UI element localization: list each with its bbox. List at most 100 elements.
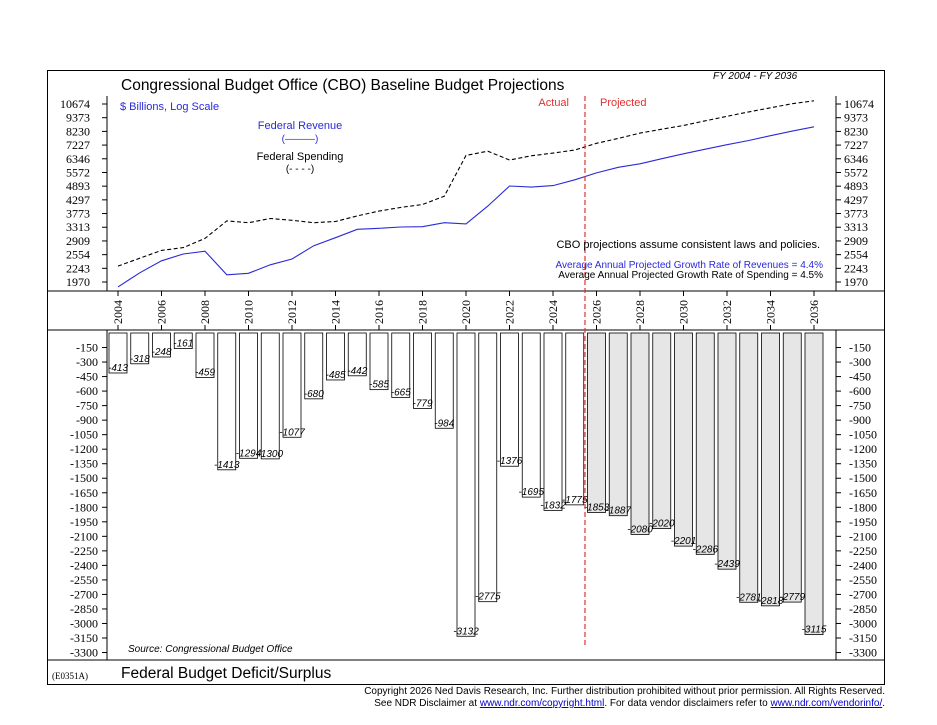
deficit-bar <box>674 332 693 547</box>
deficit-bar <box>282 332 302 438</box>
chart-frame <box>47 70 885 685</box>
top-ytick-label-right: 3313 <box>844 220 868 234</box>
top-ytick-label-right: 9373 <box>844 111 868 125</box>
bottom-ytick-label-right: -450 <box>849 370 871 384</box>
deficit-bar-label: -1376 <box>497 456 523 467</box>
chart-code: (E0351A) <box>52 671 88 681</box>
top-ytick-label-right: 10674 <box>844 97 874 111</box>
x-tick-label: 2022 <box>503 300 517 324</box>
x-tick-label: 2024 <box>546 300 560 324</box>
top-ytick-label-right: 2909 <box>844 234 868 248</box>
top-ytick-label-left: 2909 <box>66 234 90 248</box>
x-tick-label: 2010 <box>242 300 256 324</box>
bottom-ytick-label-right: -1500 <box>849 471 877 485</box>
deficit-bar-label: -2439 <box>714 559 740 570</box>
legend-revenue-label: Federal Revenue <box>258 120 342 132</box>
top-ytick-label-left: 2243 <box>66 261 90 275</box>
spending-growth-note: Average Annual Projected Growth Rate of … <box>558 270 823 281</box>
bottom-ytick-label-right: -900 <box>849 413 871 427</box>
top-ytick-label-left: 5572 <box>66 165 90 179</box>
deficit-bar-label: -2818 <box>758 596 784 607</box>
deficit-bar-label: -1413 <box>214 460 240 471</box>
deficit-bar-label: -680 <box>304 389 324 400</box>
bottom-ytick-label-left: -2400 <box>70 558 98 572</box>
x-tick-label: 2012 <box>285 300 299 324</box>
bottom-ytick-label-right: -150 <box>849 341 871 355</box>
deficit-bar-label: -2286 <box>692 544 718 555</box>
deficit-bar <box>326 332 345 381</box>
deficit-bar <box>260 332 280 460</box>
deficit-bar <box>630 332 650 535</box>
deficit-bar-label: -1294 <box>236 448 262 459</box>
deficit-bar <box>217 332 237 471</box>
deficit-bar-label: -2781 <box>736 592 762 603</box>
deficit-bar <box>543 332 563 511</box>
deficit-bar <box>391 332 411 398</box>
chart-title: Congressional Budget Office (CBO) Baseli… <box>121 77 565 94</box>
top-ytick-label-left: 9373 <box>66 111 90 125</box>
bottom-ytick-label-left: -900 <box>76 413 98 427</box>
deficit-bar <box>717 332 737 570</box>
top-ytick-label-right: 8230 <box>844 124 868 138</box>
top-ytick-label-left: 8230 <box>66 124 90 138</box>
legend-spending-sample: (- - - -) <box>286 164 314 175</box>
deficit-bar <box>152 332 171 358</box>
copyright-link[interactable]: www.ndr.com/copyright.html <box>479 698 605 709</box>
top-ytick-label-right: 2554 <box>844 248 868 262</box>
deficit-bar <box>434 332 454 429</box>
bottom-ytick-label-left: -3150 <box>70 631 98 645</box>
top-ytick-label-left: 4297 <box>66 193 90 207</box>
deficit-bar <box>108 332 128 374</box>
bottom-ytick-label-left: -1650 <box>70 486 98 500</box>
disclaimer-prefix: See NDR Disclaimer at <box>374 698 480 709</box>
x-tick-label: 2014 <box>329 300 343 324</box>
x-tick-label: 2020 <box>459 300 473 324</box>
deficit-bar <box>369 332 389 391</box>
bottom-ytick-label-right: -3300 <box>849 646 877 660</box>
deficit-bar-label: -1832 <box>540 500 566 511</box>
deficit-bar-label: -413 <box>108 363 128 374</box>
top-ytick-label-left: 3773 <box>66 207 90 221</box>
deficit-bar <box>761 332 780 607</box>
vendor-info-link[interactable]: www.ndr.com/vendorinfo/ <box>770 698 883 709</box>
revenue-growth-note: Average Annual Projected Growth Rate of … <box>556 260 824 271</box>
top-ytick-label-right: 4297 <box>844 193 868 207</box>
bottom-ytick-label-right: -600 <box>849 384 871 398</box>
deficit-bar-label: -2201 <box>671 536 697 547</box>
deficit-bar <box>804 332 824 636</box>
top-ytick-label-left: 10674 <box>60 97 90 111</box>
bottom-ytick-label-left: -2700 <box>70 587 98 601</box>
x-tick-label: 2028 <box>633 300 647 324</box>
x-tick-label: 2008 <box>198 300 212 324</box>
bottom-ytick-label-left: -1950 <box>70 515 98 529</box>
disclaimer-end: . <box>882 698 885 709</box>
bottom-ytick-label-right: -3000 <box>849 616 877 630</box>
top-ytick-label-right: 3773 <box>844 207 868 221</box>
x-tick-label: 2032 <box>720 300 734 324</box>
deficit-bar <box>304 332 324 400</box>
bottom-ytick-label-right: -1950 <box>849 515 877 529</box>
deficit-bar <box>652 332 672 529</box>
bottom-ytick-label-left: -2550 <box>70 573 98 587</box>
bottom-panel-title: Federal Budget Deficit/Surplus <box>121 665 332 682</box>
top-ytick-label-right: 5572 <box>844 165 868 179</box>
bottom-ytick-label-right: -1200 <box>849 442 877 456</box>
bottom-ytick-label-right: -2550 <box>849 573 877 587</box>
x-tick-label: 2036 <box>807 300 821 324</box>
bottom-ytick-label-left: -1500 <box>70 471 98 485</box>
bottom-ytick-label-right: -1800 <box>849 500 877 514</box>
bottom-ytick-label-right: -1050 <box>849 428 877 442</box>
bottom-ytick-label-left: -750 <box>76 399 98 413</box>
federal-revenue-line <box>117 126 815 288</box>
legend-revenue-sample: (———) <box>282 134 319 145</box>
deficit-bar <box>782 332 802 603</box>
bottom-ytick-label-left: -1800 <box>70 500 98 514</box>
deficit-bar-label: -248 <box>151 347 171 358</box>
x-tick-label: 2016 <box>372 300 386 324</box>
bottom-ytick-label-right: -1650 <box>849 486 877 500</box>
bottom-ytick-label-left: -3000 <box>70 616 98 630</box>
top-ytick-label-right: 7227 <box>844 138 868 152</box>
assumption-note: CBO projections assume consistent laws a… <box>556 239 820 251</box>
deficit-bar <box>239 332 258 459</box>
disclaimer-mid: . For data vendor disclaimers refer to <box>604 698 771 709</box>
